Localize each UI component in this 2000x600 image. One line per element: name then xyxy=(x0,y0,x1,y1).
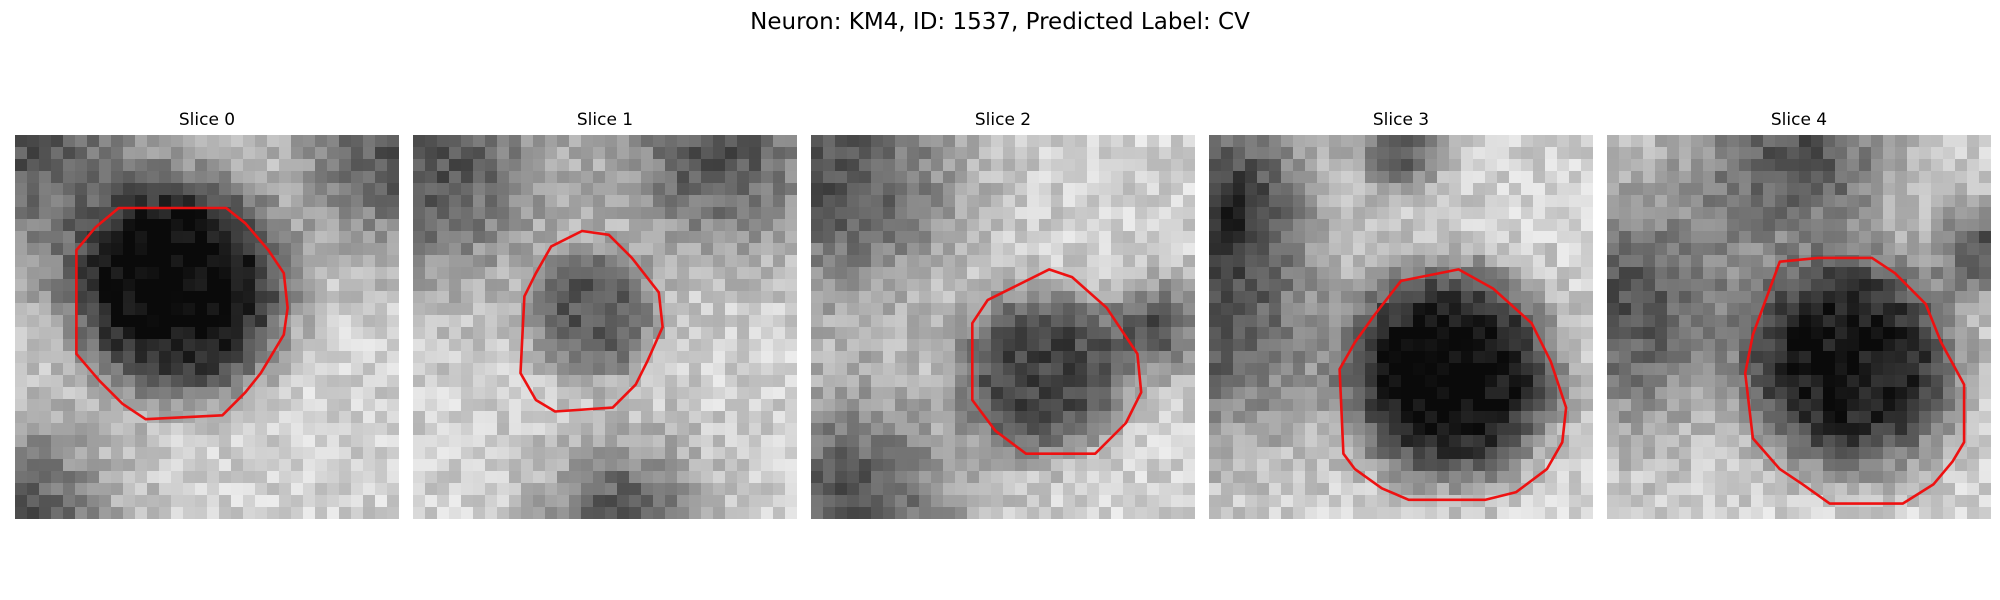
roi-contour xyxy=(1743,256,1966,505)
roi-contour xyxy=(519,229,664,413)
slice-image-2 xyxy=(811,135,1195,519)
panel-title-slice-2: Slice 2 xyxy=(974,110,1032,130)
panel-title-slice-3: Slice 3 xyxy=(1372,110,1430,130)
slice-image-0 xyxy=(15,135,399,519)
panel-title-slice-4: Slice 4 xyxy=(1770,110,1828,130)
panel-title-slice-0: Slice 0 xyxy=(178,110,236,130)
slice-image-1 xyxy=(413,135,797,519)
slice-image-3 xyxy=(1209,135,1593,519)
slice-image-4 xyxy=(1607,135,1991,519)
figure-title: Neuron: KM4, ID: 1537, Predicted Label: … xyxy=(750,9,1250,35)
roi-contour xyxy=(1338,268,1568,502)
roi-contour xyxy=(971,268,1143,456)
panel-title-slice-1: Slice 1 xyxy=(576,110,634,130)
roi-contour xyxy=(75,206,289,421)
